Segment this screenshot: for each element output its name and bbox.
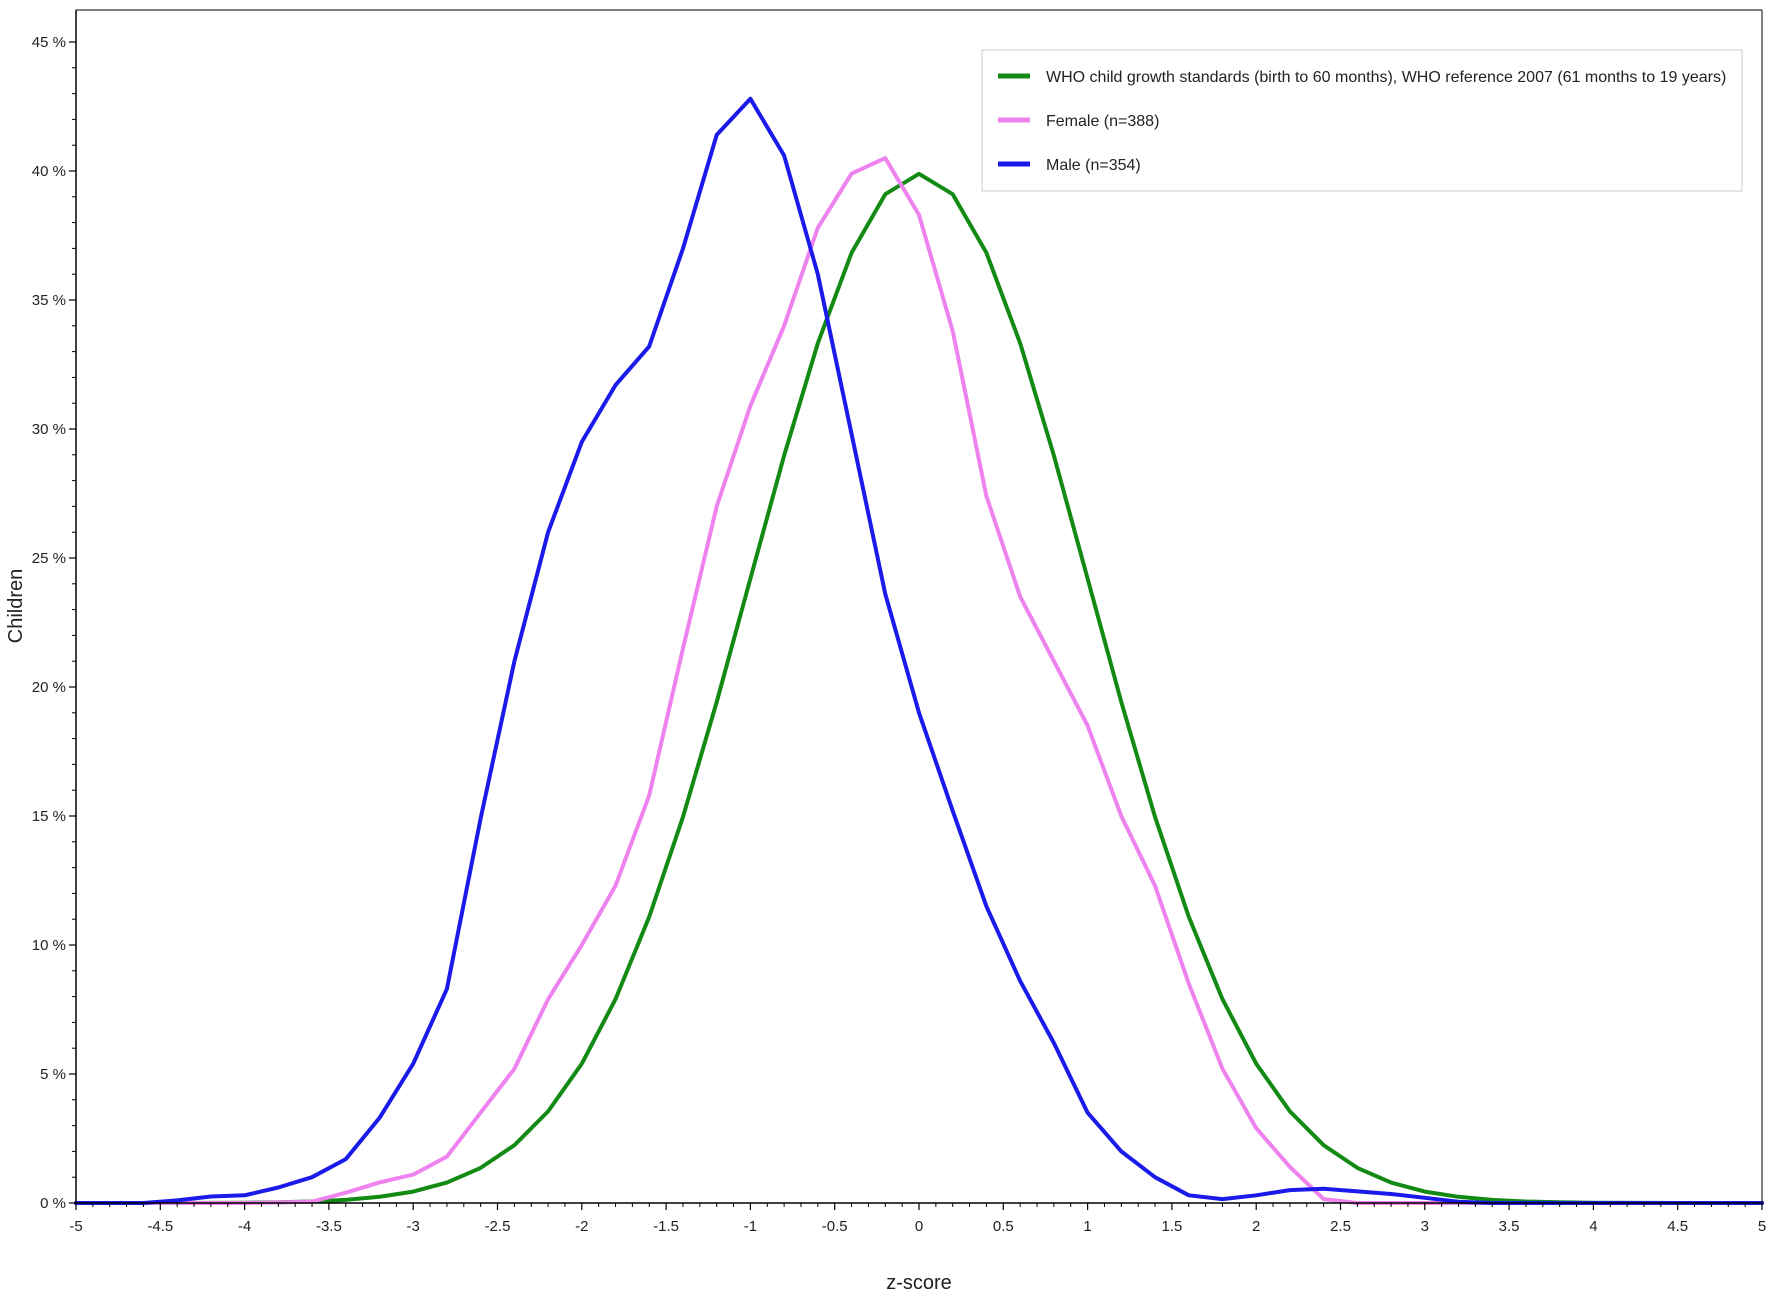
legend-label: Male (n=354) xyxy=(1046,157,1141,174)
x-tick-label: -2 xyxy=(575,1218,588,1235)
legend: WHO child growth standards (birth to 60 … xyxy=(981,49,1743,192)
legend-label: WHO child growth standards (birth to 60 … xyxy=(1046,69,1726,86)
x-tick-label: 3.5 xyxy=(1499,1218,1520,1235)
y-tick-label: 0 % xyxy=(40,1195,66,1212)
series-layer xyxy=(74,96,1764,1205)
y-tick-label: 10 % xyxy=(32,937,66,954)
x-tick-label: -2.5 xyxy=(485,1218,511,1235)
x-axis-title: z-score xyxy=(886,1272,952,1294)
series-line-2 xyxy=(74,96,1764,1205)
y-axis-title: Children xyxy=(5,569,27,643)
x-tick-label: -5 xyxy=(69,1218,82,1235)
y-tick-label: 20 % xyxy=(32,679,66,696)
series-line-0 xyxy=(74,171,1764,1205)
x-tick-label: -3.5 xyxy=(316,1218,342,1235)
x-tick-label: 1 xyxy=(1083,1218,1091,1235)
x-tick-label: 0 xyxy=(915,1218,923,1235)
x-tick-label: 5 xyxy=(1758,1218,1766,1235)
y-tick-label: 15 % xyxy=(32,808,66,825)
x-tick-label: 2.5 xyxy=(1330,1218,1351,1235)
y-ticks: 0 % 5 % 10 % 15 % 20 % 25 % 30 % 35 % 40 % 45 % xyxy=(32,34,76,1212)
x-tick-label: -1.5 xyxy=(653,1218,679,1235)
x-tick-label: 2 xyxy=(1252,1218,1260,1235)
x-ticks: -5 -4.5 -4 -3.5 -3 -2.5 -2 -1.5 -1 -0.5 0 0.5 1 1.5 2 2… xyxy=(69,1203,1766,1235)
y-tick-label: 25 % xyxy=(32,550,66,567)
y-tick-label: 30 % xyxy=(32,421,66,438)
legend-box xyxy=(981,49,1743,192)
x-tick-label: 0.5 xyxy=(993,1218,1014,1235)
x-tick-label: 4 xyxy=(1589,1218,1597,1235)
y-tick-label: 45 % xyxy=(32,34,66,51)
legend-label: Female (n=388) xyxy=(1046,113,1159,130)
x-tick-label: 4.5 xyxy=(1667,1218,1688,1235)
x-tick-label: -4.5 xyxy=(147,1218,173,1235)
x-tick-label: 1.5 xyxy=(1161,1218,1182,1235)
x-tick-label: 3 xyxy=(1421,1218,1429,1235)
y-tick-label: 35 % xyxy=(32,292,66,309)
y-tick-label: 40 % xyxy=(32,163,66,180)
y-tick-label: 5 % xyxy=(40,1066,66,1083)
x-tick-label: -1 xyxy=(744,1218,757,1235)
x-tick-label: -3 xyxy=(407,1218,420,1235)
x-tick-label: -4 xyxy=(238,1218,251,1235)
x-tick-label: -0.5 xyxy=(822,1218,848,1235)
